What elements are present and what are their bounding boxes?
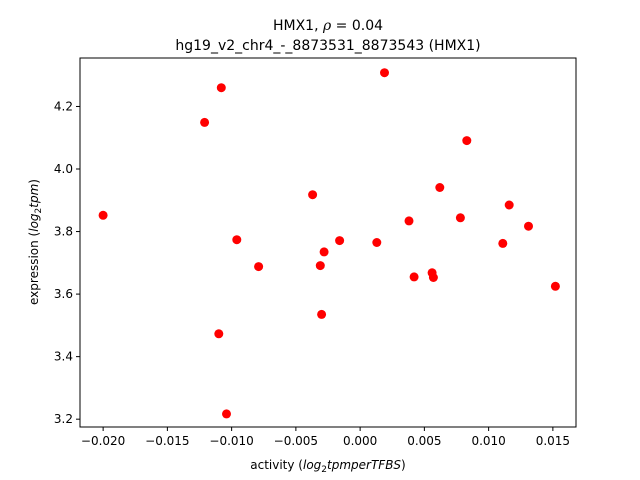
y-axis-label: expression (log2tpm) <box>27 179 44 305</box>
x-tick-label-1: −0.015 <box>145 434 189 448</box>
x-tick-label-6: 0.010 <box>471 434 505 448</box>
data-point-8 <box>315 261 325 271</box>
data-point-2 <box>216 83 226 93</box>
data-point-12 <box>372 238 382 247</box>
data-point-17 <box>428 273 438 282</box>
data-point-24 <box>550 281 560 291</box>
x-axis-label: activity (log2tpmperTFBS) <box>250 458 405 475</box>
data-point-7 <box>308 190 318 200</box>
data-point-18 <box>435 183 445 192</box>
data-point-13 <box>380 68 389 78</box>
data-point-5 <box>232 235 242 245</box>
data-point-15 <box>409 272 419 282</box>
data-point-9 <box>319 247 329 257</box>
x-tick-label-7: 0.015 <box>536 434 570 448</box>
plot-frame <box>79 57 577 428</box>
y-tick-label-4: 4.0 <box>54 162 73 176</box>
y-tick-label-3: 3.8 <box>54 225 73 239</box>
plot-area <box>79 57 577 428</box>
data-point-11 <box>335 236 345 246</box>
data-point-4 <box>222 409 231 419</box>
data-point-14 <box>404 216 414 226</box>
data-point-22 <box>504 200 514 210</box>
y-tick-label-2: 3.6 <box>54 287 73 301</box>
y-tick-label-0: 3.2 <box>54 412 73 426</box>
y-tick-label-5: 4.2 <box>54 99 73 113</box>
x-tick-label-4: 0.000 <box>343 434 377 448</box>
chart-title: HMX1, ρ = 0.04 <box>273 18 383 34</box>
x-tick-label-5: 0.005 <box>407 434 441 448</box>
x-tick-label-0: −0.020 <box>81 434 125 448</box>
data-points <box>98 68 560 419</box>
x-axis-ticks: −0.020 −0.015 −0.010 −0.005 0.000 0.005 0.010 0… <box>81 427 570 448</box>
x-tick-label-2: −0.010 <box>209 434 253 448</box>
data-point-3 <box>214 329 224 339</box>
data-point-0 <box>98 210 108 220</box>
data-point-23 <box>524 221 533 231</box>
y-axis-ticks: 3.2 3.4 3.6 3.8 4.0 4.2 <box>54 99 80 426</box>
data-point-6 <box>254 262 264 272</box>
data-point-10 <box>317 309 327 319</box>
data-point-1 <box>200 117 210 127</box>
y-tick-label-1: 3.4 <box>54 350 73 364</box>
chart-subtitle: hg19_v2_chr4_-_8873531_8873543 (HMX1) <box>175 38 480 54</box>
data-point-21 <box>498 238 508 248</box>
data-point-19 <box>455 213 465 223</box>
x-tick-label-3: −0.005 <box>274 434 318 448</box>
data-point-20 <box>462 136 472 146</box>
